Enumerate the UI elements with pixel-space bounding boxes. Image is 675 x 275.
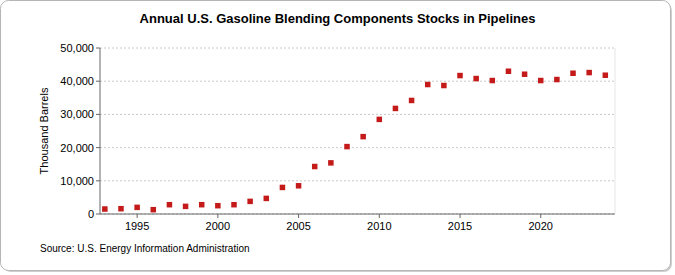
x-tick-label: 1995	[125, 220, 149, 232]
point	[522, 71, 528, 77]
tick-mark	[96, 48, 100, 49]
tick-mark	[96, 114, 100, 115]
point	[441, 83, 447, 89]
x-axis	[100, 214, 615, 215]
point	[231, 202, 237, 208]
tick-mark	[217, 214, 218, 218]
point	[425, 82, 431, 88]
tick-mark	[96, 214, 100, 215]
tick-mark	[460, 214, 461, 218]
tick-mark	[96, 180, 100, 181]
x-tick-label: 2005	[286, 220, 310, 232]
point	[506, 68, 512, 74]
grid-line	[100, 81, 615, 82]
tick-mark	[379, 214, 380, 218]
grid-line	[100, 114, 615, 115]
point	[199, 202, 205, 208]
point	[490, 78, 496, 84]
grid-line	[100, 214, 615, 215]
point	[586, 70, 592, 76]
tick-mark	[96, 81, 100, 82]
point	[247, 199, 253, 205]
x-tick-label: 2000	[206, 220, 230, 232]
frame	[1, 1, 671, 271]
y-tick-label: 30,000	[60, 108, 94, 120]
markers	[102, 68, 608, 212]
y-axis-label: Thousand Barrels	[38, 87, 50, 174]
point	[118, 206, 124, 212]
chart: Annual U.S. Gasoline Blending Components…	[0, 0, 675, 275]
point	[393, 106, 399, 112]
point	[296, 183, 302, 189]
point	[328, 160, 334, 166]
x-tick-label: 2010	[367, 220, 391, 232]
y-tick-label: 50,000	[60, 42, 94, 54]
grid-line	[100, 147, 615, 148]
point	[312, 164, 318, 170]
y-axis	[100, 48, 101, 214]
y-tick-label: 20,000	[60, 142, 94, 154]
point	[280, 185, 286, 191]
point	[215, 203, 221, 209]
point	[102, 206, 108, 212]
point	[603, 72, 609, 78]
point	[264, 196, 270, 202]
title: Annual U.S. Gasoline Blending Components…	[140, 11, 536, 26]
x-tick-label: 2020	[528, 220, 552, 232]
y-tick-label: 10,000	[60, 175, 94, 187]
source: Source: U.S. Energy Information Administ…	[40, 243, 250, 254]
point	[554, 77, 560, 83]
x-tick-label: 2015	[448, 220, 472, 232]
y-tick-label: 0	[88, 208, 94, 220]
tick-mark	[298, 214, 299, 218]
point	[360, 134, 366, 140]
point	[457, 73, 463, 79]
point	[167, 202, 173, 208]
point	[570, 70, 576, 76]
tick-mark	[96, 147, 100, 148]
tick-mark	[540, 214, 541, 218]
point	[344, 144, 350, 150]
y-tick-label: 40,000	[60, 75, 94, 87]
point	[409, 98, 415, 104]
point	[473, 76, 479, 82]
point	[183, 204, 189, 210]
plot-edge	[615, 48, 616, 214]
point	[377, 117, 383, 123]
tick-mark	[137, 214, 138, 218]
point	[134, 205, 140, 211]
point	[538, 78, 544, 84]
point	[151, 207, 157, 213]
grid-line	[100, 180, 615, 181]
grid-line	[100, 48, 615, 49]
